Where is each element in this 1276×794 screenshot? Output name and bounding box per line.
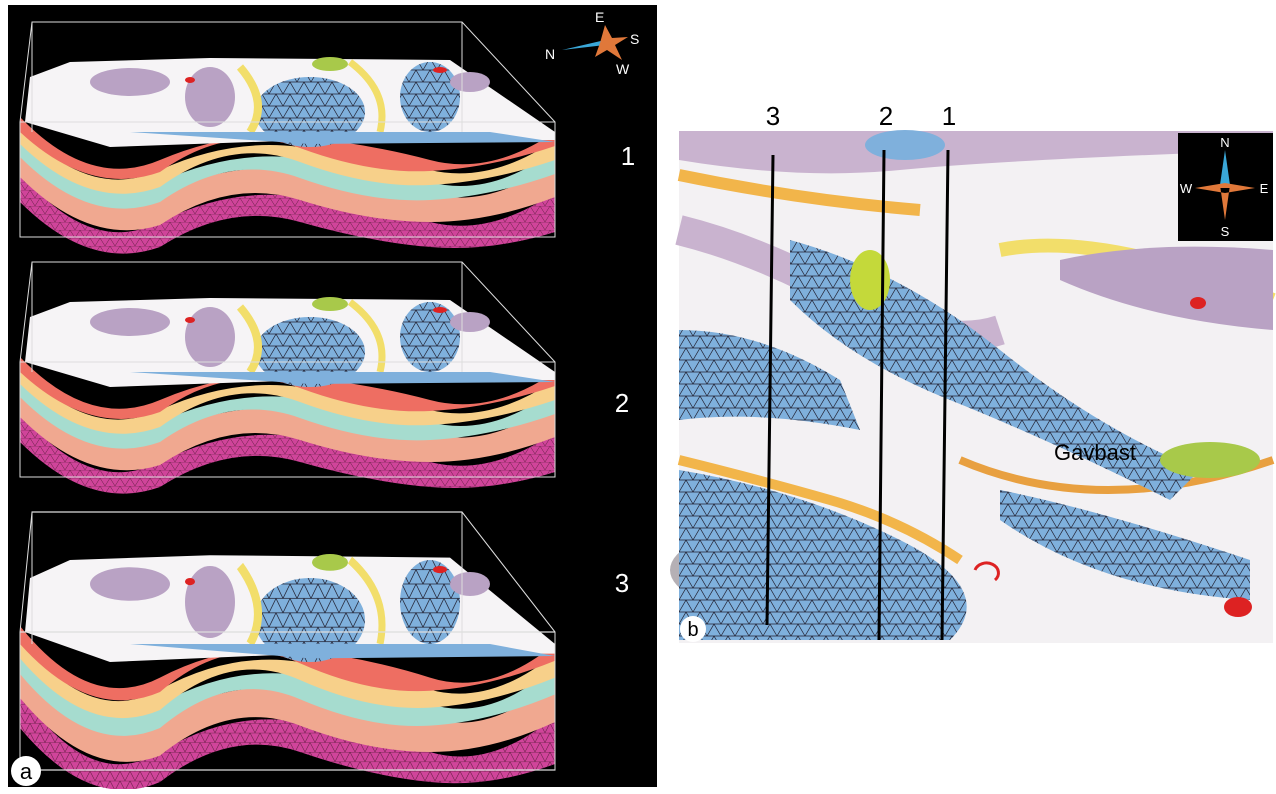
compass-b: N W E S xyxy=(1178,133,1273,241)
panel-label: a xyxy=(20,759,33,784)
section-line-label: 2 xyxy=(879,101,893,131)
compass-label: W xyxy=(616,61,630,77)
compass-label: N xyxy=(545,46,555,62)
figure: 1 2 3 E S N W a 3 2 1 Gavbast N W E S b xyxy=(0,0,1276,789)
compass-label: S xyxy=(1221,224,1230,239)
section-label: 1 xyxy=(621,141,635,171)
section-label: 2 xyxy=(615,388,629,418)
place-label: Gavbast xyxy=(1054,440,1136,465)
section-line-label: 3 xyxy=(766,101,780,131)
section-label: 3 xyxy=(615,568,629,598)
compass-label: W xyxy=(1180,181,1193,196)
section-line-label: 1 xyxy=(942,101,956,131)
compass-label: E xyxy=(1260,181,1269,196)
compass-label: N xyxy=(1220,135,1229,150)
panel-label: b xyxy=(687,619,698,641)
compass-label: S xyxy=(630,31,639,47)
compass-label: E xyxy=(595,9,604,25)
page: {"panel_a":{"label":"a","compass":{"e":"… xyxy=(0,0,1276,794)
